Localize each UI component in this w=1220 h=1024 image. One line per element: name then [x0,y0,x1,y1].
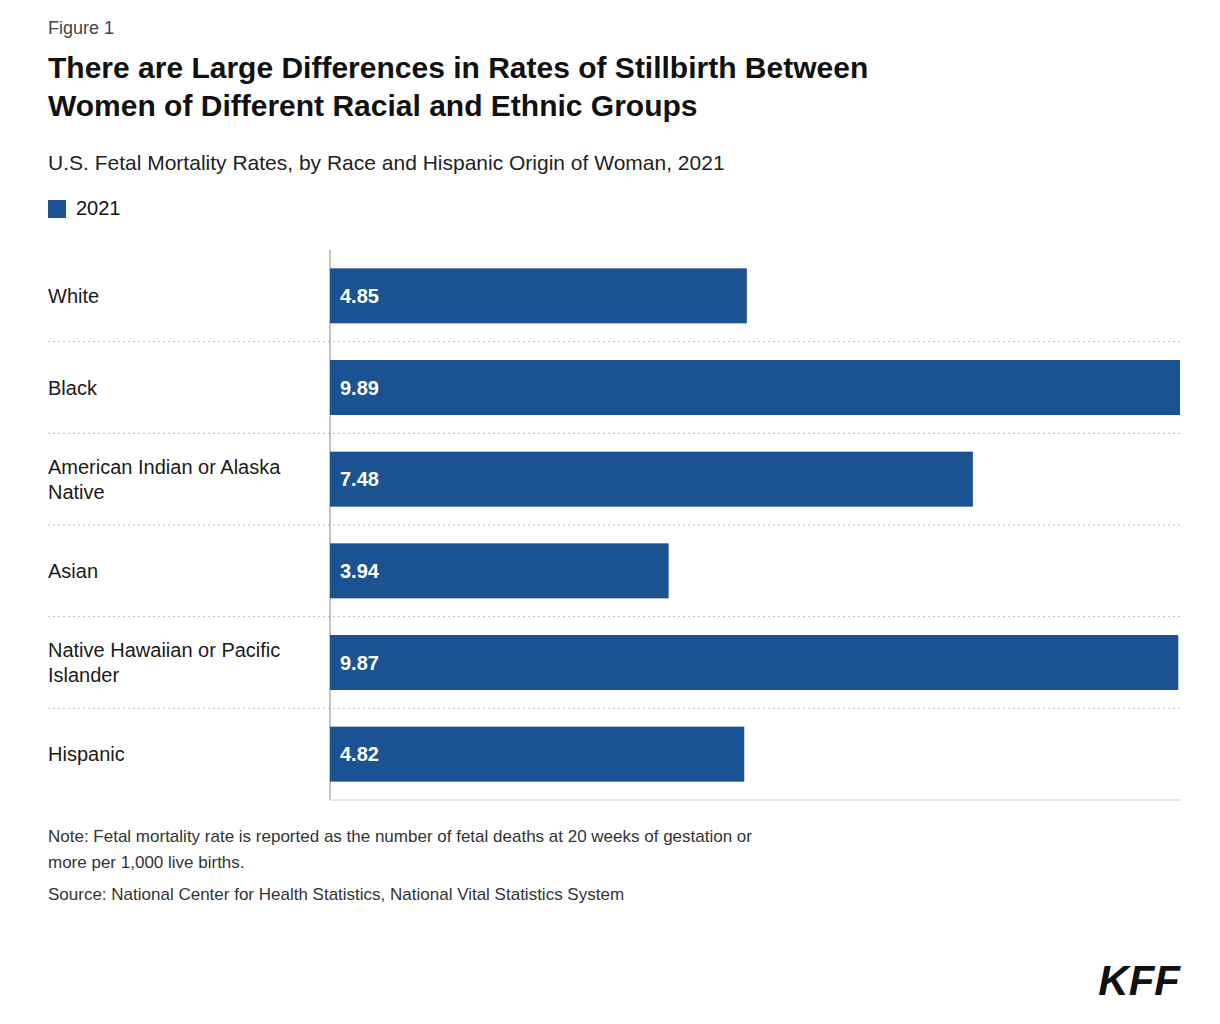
data-label: 9.89 [340,377,379,399]
text-line: Native Hawaiian or Pacific [48,639,280,661]
text-line: Asian [48,560,98,582]
source: Source: National Center for Health Stati… [48,885,624,904]
category-label: Native Hawaiian or Pacific Islander [48,639,280,686]
separator [48,616,1180,617]
labels: 4.85 White 9.89 Black 7.48 American Indian or… [48,285,380,765]
axis-line [330,800,1180,801]
legend-label: 2021 [76,197,121,219]
bar [330,635,1178,690]
bar [330,727,744,782]
data-label: 7.48 [340,468,379,490]
separator [48,433,1180,434]
bar [330,452,973,507]
title: There are Large Differences in Rates of … [48,51,868,122]
separator [48,525,1180,526]
note: Note: Fetal mortality rate is reported a… [48,827,752,846]
subtitle: U.S. Fetal Mortality Rates, by Race and … [48,151,725,174]
bars [330,268,1180,781]
category-label: Asian [48,560,98,582]
text-line: White [48,285,99,307]
figure-label: Figure 1 [48,18,114,38]
legend-swatch [48,200,66,218]
text-line: There are Large Differences in Rates of … [48,51,868,84]
category-label: White [48,285,99,307]
bar [330,268,747,323]
text-line: Native [48,481,105,503]
data-label: 4.85 [340,285,379,307]
note: more per 1,000 live births. [48,853,245,872]
separator [48,708,1180,709]
data-label: 9.87 [340,652,379,674]
axis-line [330,250,331,800]
category-label: American Indian or Alaska Native [48,456,281,503]
text-line: Black [48,377,98,399]
bar [330,360,1180,415]
legend: 2021 [48,197,121,219]
separator [48,341,1180,342]
text-line: Islander [48,664,119,686]
category-label: Black [48,377,98,399]
data-label: 4.82 [340,743,379,765]
bar [330,543,669,598]
text-line: American Indian or Alaska [48,456,281,478]
chart: Figure 1 There are Large Differences in R… [0,0,1220,1024]
logo: KFF [1098,957,1181,1004]
text-line: Women of Different Racial and Ethnic Gro… [48,89,698,122]
text-line: Hispanic [48,743,125,765]
category-label: Hispanic [48,743,125,765]
data-label: 3.94 [340,560,380,582]
background [0,0,1220,1024]
